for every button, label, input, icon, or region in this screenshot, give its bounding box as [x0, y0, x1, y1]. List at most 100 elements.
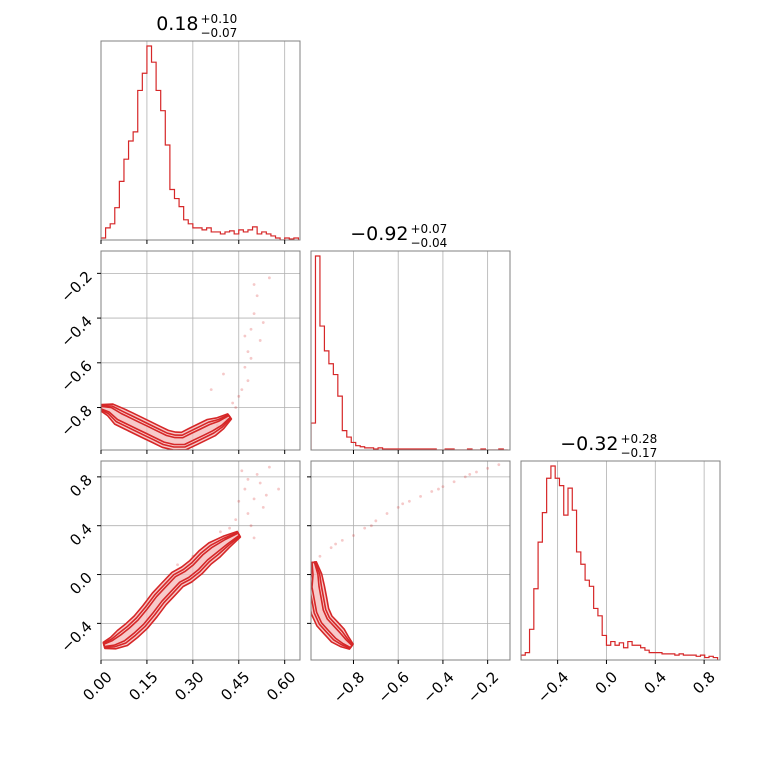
contour-level-1 [102, 531, 241, 649]
scatter-point [374, 519, 378, 523]
y-tick-label-2-2: 0.4 [66, 520, 96, 550]
scatter-point [237, 499, 241, 503]
histogram-0 [101, 45, 300, 240]
contour-level-1 [311, 561, 354, 650]
x-tick-label-2-3: 0.8 [689, 668, 719, 698]
histogram-2 [521, 465, 719, 660]
scatter-point [219, 530, 222, 534]
scatter-point [249, 524, 253, 528]
scatter-point [258, 481, 262, 485]
scatter-point [228, 526, 231, 530]
scatter-point [452, 480, 456, 484]
scatter-point [369, 524, 373, 528]
x-tick-label-0-3: 0.45 [217, 668, 253, 704]
joint-panel-0-1 [101, 276, 271, 450]
x-tick-label-0-0: 0.00 [79, 668, 115, 704]
scatter-point [441, 485, 445, 489]
scatter-point [249, 327, 253, 331]
x-tick-label-2-1: 0.0 [592, 668, 622, 698]
scatter-point [419, 495, 422, 498]
y-tick-label-2-1: 0.0 [66, 569, 96, 599]
scatter-point [329, 546, 333, 550]
title-upper-1: +0.07 [411, 222, 448, 236]
y-tick-label-1-0: −0.8 [57, 402, 95, 440]
contour-level-2 [101, 405, 232, 446]
scatter-point [264, 493, 268, 497]
scatter-point [246, 512, 250, 515]
scatter-point [176, 563, 179, 567]
joint-panel-1-2 [311, 463, 501, 650]
scatter-point [437, 487, 440, 491]
title-lower-2: −0.17 [621, 446, 658, 460]
scatter-point [243, 334, 247, 338]
scatter-point [267, 465, 271, 469]
scatter-point [234, 406, 238, 409]
scatter-point [237, 394, 241, 398]
scatter-point [497, 463, 501, 467]
scatter-point [468, 473, 472, 476]
title-value-0: 0.18 [156, 13, 198, 35]
scatter-point [249, 356, 253, 360]
contour-level-1 [101, 404, 232, 448]
scatter-point [252, 283, 256, 286]
x-tick-label-1-1: −0.6 [374, 668, 412, 706]
panel-frame-1-1 [310, 250, 511, 451]
title-upper-0: +0.10 [201, 12, 238, 26]
scatter-point [261, 505, 265, 509]
joint-panel-0-2 [102, 465, 280, 650]
title-value-2: −0.32 [560, 433, 618, 455]
histogram-1 [311, 255, 508, 450]
scatter-point [486, 466, 490, 470]
title-lower-0: −0.07 [201, 26, 238, 40]
panel-frame-2-2 [520, 460, 721, 661]
scatter-point [231, 401, 235, 405]
x-tick-label-0-2: 0.30 [171, 668, 207, 704]
scatter-point [396, 505, 400, 509]
contour-level-2 [311, 561, 353, 649]
panel-frame-1-2 [310, 460, 511, 661]
panel-frame-0-1 [100, 250, 301, 451]
y-tick-label-1-3: −0.2 [57, 267, 95, 305]
y-tick-label-1-1: −0.6 [57, 357, 95, 395]
panel-1-1 [353, 251, 489, 450]
panel-1-2 [311, 461, 510, 660]
title-upper-2: +0.28 [621, 432, 658, 446]
panel-2-2 [557, 461, 705, 660]
x-tick-label-2-0: −0.4 [534, 668, 572, 706]
scatter-point [334, 542, 337, 546]
scatter-point [258, 339, 262, 342]
scatter-point [463, 475, 467, 479]
scatter-point [255, 473, 259, 476]
scatter-point [363, 526, 367, 530]
panel-frame-0-2 [100, 460, 301, 661]
title-value-1: −0.92 [350, 223, 408, 245]
contour-level-2 [102, 532, 241, 648]
scatter-point [385, 512, 389, 515]
scatter-point [277, 487, 280, 491]
title-0: 0.18 +0.10−0.07 [156, 12, 237, 40]
scatter-point [430, 490, 434, 493]
x-tick-label-1-3: −0.2 [464, 668, 502, 706]
scatter-point [318, 554, 322, 558]
title-1: −0.92 +0.07−0.04 [350, 222, 447, 250]
scatter-point [401, 502, 405, 506]
y-tick-label-1-2: −0.4 [57, 312, 95, 350]
x-tick-label-0-1: 0.15 [125, 668, 161, 704]
scatter-point [209, 388, 213, 392]
y-tick-label-2-3: 0.8 [66, 471, 96, 501]
scatter-point [252, 536, 256, 540]
scatter-point [240, 469, 244, 473]
scatter-point [252, 497, 256, 501]
title-2: −0.32 +0.28−0.17 [560, 432, 657, 460]
scatter-point [352, 534, 355, 537]
x-tick-label-2-2: 0.4 [640, 668, 670, 698]
scatter-point [246, 350, 250, 354]
x-tick-label-1-0: −0.8 [330, 668, 368, 706]
scatter-point [261, 321, 265, 324]
contour-level-0 [101, 403, 233, 450]
x-tick-label-0-4: 0.60 [263, 668, 299, 704]
scatter-point [243, 487, 247, 491]
title-lower-1: −0.04 [411, 236, 448, 250]
panel-frame-0-0 [100, 40, 301, 241]
